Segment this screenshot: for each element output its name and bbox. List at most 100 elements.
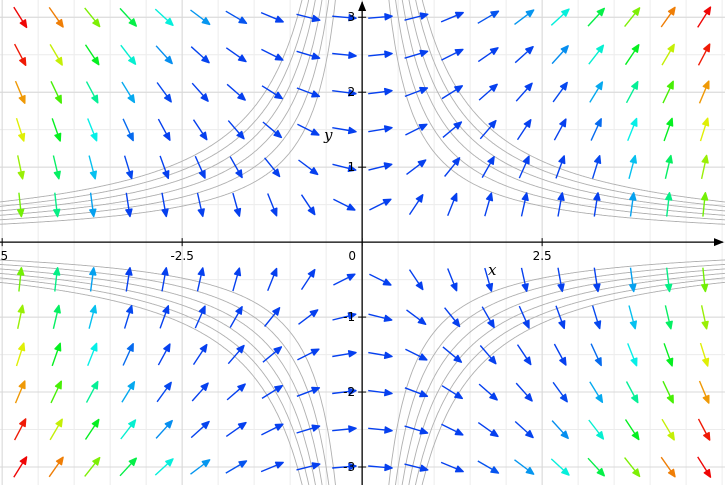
vector-arrow — [625, 80, 639, 104]
vector-arrow — [444, 307, 461, 328]
vector-arrow — [298, 159, 319, 176]
vector-arrow — [405, 123, 428, 136]
vector-arrow — [298, 309, 319, 325]
vector-arrow — [701, 192, 709, 217]
vector-arrow — [332, 14, 357, 22]
vector-arrow — [264, 157, 281, 178]
vector-arrow — [84, 7, 101, 28]
vector-arrow — [332, 350, 357, 358]
vector-arrow — [520, 192, 529, 217]
vector-arrow — [405, 348, 428, 361]
vector-arrow — [159, 305, 170, 329]
vector-arrow — [551, 420, 569, 440]
vector-arrow — [441, 85, 463, 100]
vector-arrow — [51, 342, 62, 367]
vector-arrow — [13, 43, 27, 66]
vector-arrow — [440, 11, 464, 23]
vector-arrow — [155, 419, 173, 439]
vector-arrow — [662, 380, 674, 404]
vector-arrow — [190, 459, 211, 475]
vector-arrow — [588, 419, 605, 440]
vector-arrow — [226, 83, 246, 101]
vector-arrow — [477, 10, 500, 24]
vector-arrow — [697, 6, 712, 28]
vector-arrow — [332, 425, 357, 433]
vector-arrow — [447, 268, 458, 292]
vector-arrow — [697, 418, 711, 441]
vector-arrow — [122, 118, 134, 142]
vector-arrow — [484, 192, 494, 217]
vector-arrow — [590, 343, 602, 367]
vector-arrow — [332, 163, 357, 172]
vector-arrow — [550, 458, 570, 476]
vector-arrow — [624, 44, 640, 66]
vector-arrow — [555, 155, 566, 179]
vector-arrow — [85, 81, 99, 104]
vector-arrow — [332, 462, 357, 471]
vector-arrow — [261, 85, 283, 100]
vector-arrow — [555, 305, 566, 330]
vector-arrow — [155, 45, 173, 65]
vector-arrow — [589, 81, 604, 103]
vector-arrow — [261, 385, 283, 399]
vector-arrow — [441, 423, 464, 436]
vector-arrow — [84, 44, 100, 66]
vector-arrow — [515, 382, 533, 402]
vector-arrow — [624, 419, 640, 441]
vector-arrow — [191, 82, 209, 102]
vector-arrow — [88, 155, 97, 180]
vector-arrow — [17, 267, 25, 292]
vector-arrow — [697, 43, 711, 66]
vector-arrow — [557, 192, 565, 217]
vector-arrow — [624, 457, 641, 478]
y-axis-label: y — [323, 126, 333, 144]
vector-arrow — [589, 381, 604, 403]
vector-arrow — [49, 44, 63, 66]
vector-arrow — [333, 273, 356, 286]
vector-arrow — [52, 155, 61, 180]
vector-arrow — [49, 418, 63, 441]
vector-arrow — [194, 305, 206, 329]
vector-arrow — [477, 47, 499, 63]
vector-arrow — [154, 458, 174, 476]
vector-arrow — [87, 118, 98, 142]
vector-arrow — [660, 6, 676, 28]
vector-arrow — [17, 304, 25, 329]
vector-arrow — [629, 267, 637, 293]
vector-arrow — [404, 387, 429, 398]
vector-arrow — [479, 345, 497, 365]
vector-arrow — [196, 267, 205, 292]
vector-arrow — [123, 155, 134, 180]
vector-arrow — [698, 80, 710, 104]
vector-arrow — [232, 192, 242, 217]
vector-arrow — [50, 81, 62, 104]
vector-arrow — [442, 346, 463, 363]
vector-arrow — [663, 117, 674, 142]
vector-arrow — [89, 267, 97, 292]
vector-arrow — [661, 43, 675, 66]
vector-arrow — [332, 312, 357, 321]
vector-arrow — [262, 121, 283, 139]
vector-arrow — [591, 155, 602, 179]
vector-arrow — [552, 81, 568, 103]
vector-arrow — [156, 82, 172, 103]
vector-arrow — [629, 192, 637, 217]
vector-arrow — [624, 7, 641, 28]
vector-arrow — [369, 273, 392, 286]
vector-arrow — [368, 87, 393, 96]
vector-arrow — [404, 86, 429, 98]
vector-arrow — [229, 156, 243, 179]
vector-arrow — [332, 89, 357, 97]
y-tick-label: 1 — [347, 160, 355, 174]
vector-arrow — [591, 305, 602, 330]
vector-arrow — [661, 418, 675, 441]
vector-arrow — [87, 342, 98, 366]
vector-arrow — [404, 463, 429, 472]
vector-arrow — [89, 192, 97, 218]
vector-arrow — [553, 118, 567, 141]
